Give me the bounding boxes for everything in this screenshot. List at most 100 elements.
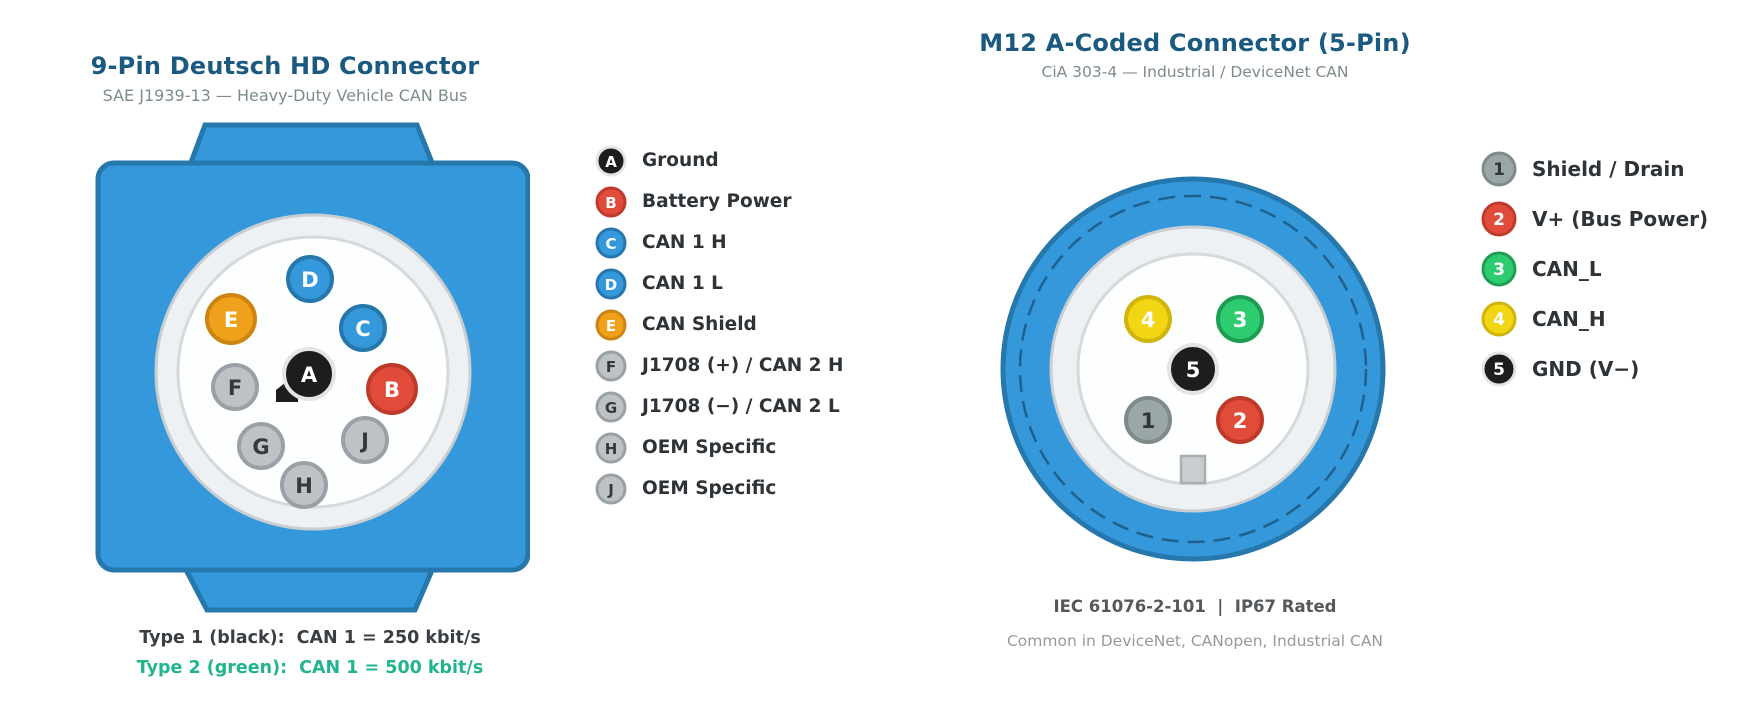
m12-usage-caption: Common in DeviceNet, CANopen, Industrial… xyxy=(1006,632,1384,650)
svg-text:C: C xyxy=(355,317,370,341)
pin-1-badge-icon: 1 xyxy=(1481,151,1517,187)
svg-text:1: 1 xyxy=(1141,409,1156,433)
svg-text:C: C xyxy=(605,235,616,253)
deutsch-title: 9-Pin Deutsch HD Connector xyxy=(90,52,480,80)
legend-row-3: 3 CAN_L xyxy=(1480,244,1708,294)
pin-3-badge-icon: 3 xyxy=(1481,251,1517,287)
legend-row-H: H OEM Specific xyxy=(594,427,843,468)
svg-text:D: D xyxy=(605,276,617,294)
legend-row-A: A Ground xyxy=(594,140,843,181)
pin-3-label: CAN_L xyxy=(1532,257,1602,281)
svg-text:J: J xyxy=(607,481,614,499)
svg-text:E: E xyxy=(224,308,238,332)
pin-g-badge-icon: G xyxy=(595,391,627,422)
deutsch-subtitle: SAE J1939-13 — Heavy-Duty Vehicle CAN Bu… xyxy=(102,86,468,105)
deutsch-top-tab xyxy=(186,122,437,168)
pin-j-badge-icon: J xyxy=(595,473,627,504)
svg-text:B: B xyxy=(605,194,616,212)
svg-text:F: F xyxy=(606,358,616,376)
svg-text:D: D xyxy=(301,268,318,292)
deutsch-pin-legend: A Ground B Battery Power C CAN 1 H D CAN… xyxy=(594,140,843,509)
pin-e-label: CAN Shield xyxy=(642,314,757,335)
deutsch-bottom-tab xyxy=(180,565,437,613)
legend-row-4: 4 CAN_H xyxy=(1480,294,1708,344)
pin-c-label: CAN 1 H xyxy=(642,232,727,253)
pin-f-label: J1708 (+) / CAN 2 H xyxy=(642,355,844,376)
deutsch-pin-D: D xyxy=(286,255,334,303)
pin-h-label: OEM Specific xyxy=(642,437,777,458)
m12-connector-diagram: 4 3 5 1 2 xyxy=(1000,176,1386,562)
deutsch-type-notes: Type 1 (black): CAN 1 = 250 kbit/s Type 2… xyxy=(60,623,560,683)
m12-standard-caption: IEC 61076-2-101 | IP67 Rated xyxy=(1053,597,1337,616)
svg-text:B: B xyxy=(384,378,400,402)
legend-row-E: E CAN Shield xyxy=(594,304,843,345)
svg-text:2: 2 xyxy=(1233,409,1248,433)
pin-b-label: Battery Power xyxy=(642,191,792,212)
svg-text:E: E xyxy=(606,317,616,335)
m12-title: M12 A-Coded Connector (5-Pin) xyxy=(979,29,1411,57)
legend-row-1: 1 Shield / Drain xyxy=(1480,144,1708,194)
m12-pin-1: 1 xyxy=(1124,396,1172,444)
legend-row-J: J OEM Specific xyxy=(594,468,843,509)
pin-d-label: CAN 1 L xyxy=(642,273,723,294)
legend-row-G: G J1708 (−) / CAN 2 L xyxy=(594,386,843,427)
deutsch-pin-G: G xyxy=(237,422,285,470)
svg-text:4: 4 xyxy=(1141,308,1156,332)
deutsch-pin-F: F xyxy=(211,363,259,411)
svg-text:F: F xyxy=(228,376,242,400)
svg-text:1: 1 xyxy=(1493,160,1505,180)
legend-row-D: D CAN 1 L xyxy=(594,263,843,304)
svg-text:G: G xyxy=(252,435,269,459)
pin-5-label: GND (V−) xyxy=(1532,357,1640,381)
svg-text:H: H xyxy=(295,474,313,498)
type-1-label: Type 1 (black): xyxy=(139,628,285,648)
deutsch-pin-B: B xyxy=(366,363,418,415)
m12-keyway-icon xyxy=(1179,454,1207,485)
type-2-note: Type 2 (green): CAN 1 = 500 kbit/s xyxy=(60,653,560,683)
pin-4-label: CAN_H xyxy=(1532,307,1606,331)
legend-row-C: C CAN 1 H xyxy=(594,222,843,263)
m12-pin-3: 3 xyxy=(1216,295,1264,343)
pin-d-badge-icon: D xyxy=(595,268,627,299)
pin-4-badge-icon: 4 xyxy=(1481,301,1517,337)
deutsch-pin-E: E xyxy=(205,293,257,345)
m12-pin-4: 4 xyxy=(1124,295,1172,343)
pin-a-badge-icon: A xyxy=(595,145,627,176)
svg-text:3: 3 xyxy=(1233,308,1248,332)
svg-text:A: A xyxy=(301,363,318,387)
deutsch-pin-C: C xyxy=(339,304,387,352)
m12-pin-legend: 1 Shield / Drain 2 V+ (Bus Power) 3 CAN_… xyxy=(1480,144,1708,394)
svg-text:G: G xyxy=(605,399,617,417)
type-1-note: Type 1 (black): CAN 1 = 250 kbit/s xyxy=(60,623,560,653)
pin-c-badge-icon: C xyxy=(595,227,627,258)
type-2-value: CAN 1 = 500 kbit/s xyxy=(299,658,484,678)
svg-text:2: 2 xyxy=(1493,210,1505,230)
m12-pin-5: 5 xyxy=(1167,343,1219,395)
deutsch-connector-diagram: D C E A F B G J xyxy=(95,122,530,613)
svg-text:3: 3 xyxy=(1493,260,1505,280)
m12-thread-dashes xyxy=(1018,194,1368,544)
svg-text:H: H xyxy=(605,440,618,458)
svg-text:A: A xyxy=(605,153,617,171)
pin-e-badge-icon: E xyxy=(595,309,627,340)
pin-j-label: OEM Specific xyxy=(642,478,777,499)
legend-row-B: B Battery Power xyxy=(594,181,843,222)
svg-text:4: 4 xyxy=(1493,310,1505,330)
svg-text:J: J xyxy=(359,429,369,453)
legend-row-5: 5 GND (V−) xyxy=(1480,344,1708,394)
deutsch-pin-J: J xyxy=(341,416,389,464)
pin-b-badge-icon: B xyxy=(595,186,627,217)
deutsch-pin-A: A xyxy=(282,347,336,401)
pin-2-badge-icon: 2 xyxy=(1481,201,1517,237)
type-1-value: CAN 1 = 250 kbit/s xyxy=(296,628,481,648)
deutsch-pin-H: H xyxy=(280,461,328,509)
pin-5-badge-icon: 5 xyxy=(1481,351,1517,387)
m12-subtitle: CiA 303-4 — Industrial / DeviceNet CAN xyxy=(1041,63,1349,81)
pin-f-badge-icon: F xyxy=(595,350,627,381)
pin-g-label: J1708 (−) / CAN 2 L xyxy=(642,396,840,417)
m12-pin-2: 2 xyxy=(1216,396,1264,444)
svg-text:5: 5 xyxy=(1186,358,1201,382)
pin-2-label: V+ (Bus Power) xyxy=(1532,207,1709,231)
svg-text:5: 5 xyxy=(1493,360,1505,380)
